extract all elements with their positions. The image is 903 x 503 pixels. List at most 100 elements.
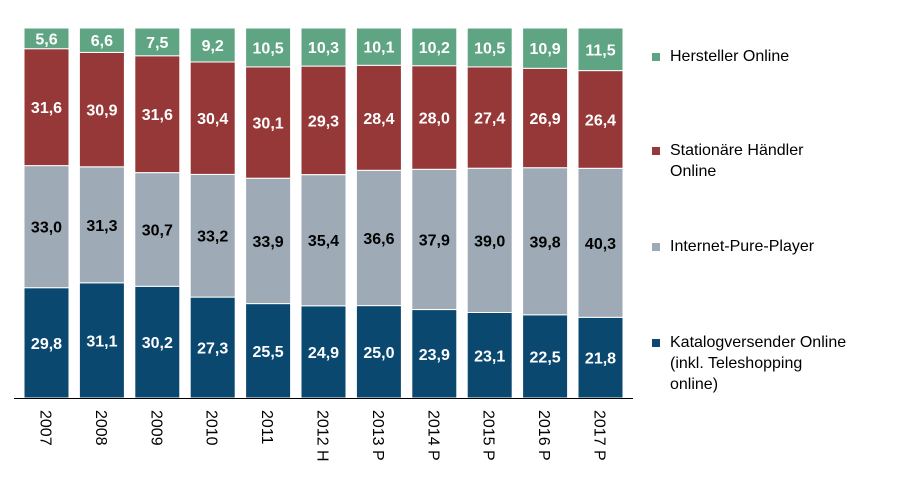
bar-segment xyxy=(466,167,513,313)
legend-swatch xyxy=(652,339,660,347)
bar-segment xyxy=(411,168,458,310)
bar-segment xyxy=(411,27,458,67)
x-tick-label: 2007 xyxy=(37,410,54,446)
bars-group: 29,8 33,0 31,6 5,6 31,1 31,3 30,9 6,6 30,2 30,7 31… xyxy=(23,27,624,399)
data-label: 11,5 xyxy=(585,42,615,59)
x-tick-label: 2010 xyxy=(203,410,220,446)
bar-segment xyxy=(134,27,181,57)
legend-label: Stationäre Händler Online xyxy=(670,142,804,180)
bar-segment xyxy=(23,165,70,289)
bar-segment xyxy=(189,27,236,63)
bar-segment xyxy=(78,166,125,284)
data-label: 7,5 xyxy=(146,35,168,52)
bar-segment xyxy=(577,167,624,318)
bar-segment xyxy=(134,55,181,174)
data-label: 36,6 xyxy=(363,231,394,248)
data-label: 26,9 xyxy=(530,111,561,128)
bar-segment xyxy=(23,27,70,50)
bar-segment xyxy=(134,172,181,287)
bar-segment xyxy=(522,27,569,69)
data-label: 28,0 xyxy=(419,111,450,128)
bar-segment xyxy=(522,314,569,399)
data-label: 30,9 xyxy=(86,103,117,120)
x-tick-label: 2016 P xyxy=(535,410,552,461)
bar-segment xyxy=(245,303,292,399)
legend-label: Katalogversender Online (inkl. Teleshopp… xyxy=(670,334,847,393)
bar-segment xyxy=(300,65,347,176)
data-label: 31,1 xyxy=(86,333,117,350)
bar-segment xyxy=(577,27,624,72)
data-label: 23,1 xyxy=(474,348,505,365)
bar-segment xyxy=(245,27,292,68)
bar-segment xyxy=(355,169,402,307)
data-label: 25,5 xyxy=(253,344,284,361)
data-label: 30,4 xyxy=(197,111,228,128)
bar-segment xyxy=(577,70,624,169)
bar-segment xyxy=(355,305,402,399)
bar-segment xyxy=(522,67,569,169)
data-label: 21,8 xyxy=(585,351,616,368)
bar-segment xyxy=(466,312,513,399)
data-label: 31,3 xyxy=(86,218,117,235)
data-label: 10,5 xyxy=(253,40,284,57)
data-label: 30,7 xyxy=(142,223,173,240)
data-label: 40,3 xyxy=(585,236,616,253)
bar-segment xyxy=(189,173,236,298)
data-label: 5,6 xyxy=(35,31,57,48)
data-label: 24,9 xyxy=(308,345,339,362)
x-tick-labels: 2007 2008 2009 2010 2011 2012 H 2013 P 2014 P 20… xyxy=(37,410,608,462)
data-label: 29,3 xyxy=(308,113,339,130)
data-label: 31,6 xyxy=(142,107,173,124)
data-label: 30,1 xyxy=(253,116,284,133)
bar-segment xyxy=(355,27,402,66)
data-label: 37,9 xyxy=(419,233,450,250)
x-tick-label: 2017 P xyxy=(591,410,608,461)
data-label: 35,4 xyxy=(308,233,339,250)
bar-segment xyxy=(189,61,236,175)
bar-segment xyxy=(300,174,347,307)
bar-segment xyxy=(23,287,70,399)
bar-segment xyxy=(78,282,125,399)
data-label: 29,8 xyxy=(31,336,62,353)
data-label: 10,2 xyxy=(419,40,450,57)
legend-swatch xyxy=(652,147,660,155)
x-tick-label: 2008 xyxy=(92,410,109,446)
data-label: 10,3 xyxy=(308,40,339,57)
bar-segment xyxy=(466,66,513,169)
data-label: 10,1 xyxy=(363,40,394,57)
data-label: 28,4 xyxy=(363,111,394,128)
legend-label: Internet-Pure-Player xyxy=(670,238,815,255)
x-tick-label: 2009 xyxy=(147,410,164,446)
x-tick-label: 2013 P xyxy=(369,410,386,461)
data-label: 30,2 xyxy=(142,335,173,352)
x-tick-label: 2011 xyxy=(258,410,275,445)
data-label: 23,9 xyxy=(419,347,450,364)
bar-segment xyxy=(78,27,125,53)
x-tick-label: 2015 P xyxy=(480,410,497,461)
data-label: 39,0 xyxy=(474,233,505,250)
data-label: 22,5 xyxy=(530,349,561,366)
legend-swatch xyxy=(652,53,660,61)
bar-segment xyxy=(411,65,458,170)
data-label: 9,2 xyxy=(202,38,224,55)
bar-segment xyxy=(78,51,125,168)
legend-swatch xyxy=(652,243,660,251)
bar-segment xyxy=(300,27,347,67)
data-label: 6,6 xyxy=(91,33,113,50)
bar-segment xyxy=(466,27,513,68)
bar-segment xyxy=(23,48,70,167)
data-label: 27,4 xyxy=(474,111,505,128)
data-label: 26,4 xyxy=(585,112,616,129)
bar-segment xyxy=(577,316,624,399)
legend-label: Hersteller Online xyxy=(670,48,790,65)
data-label: 33,2 xyxy=(197,229,228,246)
data-label: 33,9 xyxy=(253,234,284,251)
data-label: 25,0 xyxy=(363,345,394,362)
data-label: 10,9 xyxy=(530,41,561,58)
data-label: 33,0 xyxy=(31,220,62,237)
x-tick-label: 2012 H xyxy=(314,410,331,462)
data-label: 10,5 xyxy=(474,40,505,57)
data-label: 39,8 xyxy=(530,234,561,251)
x-tick-label: 2014 P xyxy=(424,410,441,461)
